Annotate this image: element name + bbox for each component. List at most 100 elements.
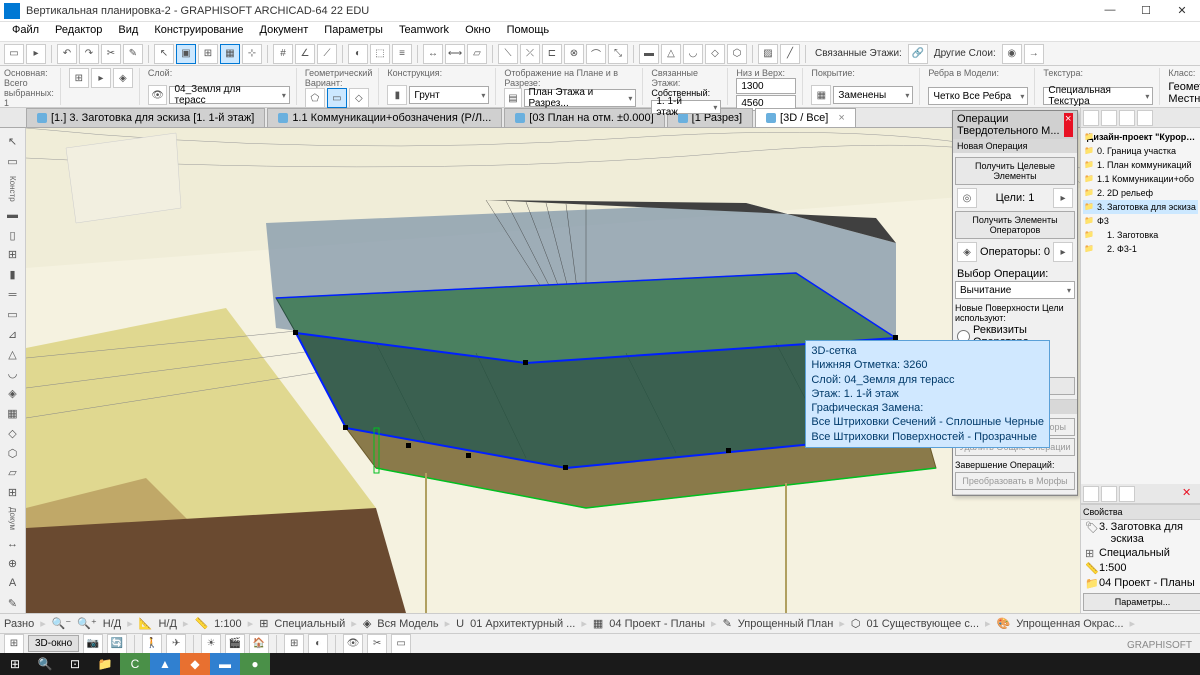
undo-icon[interactable]: ↶: [57, 44, 77, 64]
close-button[interactable]: ✕: [1168, 4, 1196, 17]
tree-item[interactable]: 1.1 Коммуникации+обо: [1083, 172, 1198, 186]
app-icon-1[interactable]: C: [120, 653, 150, 675]
nav-new-icon[interactable]: [1083, 486, 1099, 502]
intersect-icon[interactable]: ⊗: [564, 44, 584, 64]
tree-item[interactable]: 2. Ф3-1: [1083, 242, 1198, 256]
door-tool-icon[interactable]: ▯: [2, 226, 24, 244]
mesh-tool-icon[interactable]: ⊞: [2, 484, 24, 502]
taskview-icon[interactable]: ⊡: [60, 653, 90, 675]
marquee-icon[interactable]: ▣: [176, 44, 196, 64]
menu-window[interactable]: Окно: [457, 22, 499, 41]
status-scale[interactable]: 1:100: [214, 618, 242, 630]
menu-teamwork[interactable]: Teamwork: [391, 22, 457, 41]
level-tool-icon[interactable]: ⊕: [2, 555, 24, 573]
roof-tool-icon[interactable]: △: [2, 345, 24, 363]
dim-icon[interactable]: ⟷: [445, 44, 465, 64]
angle-icon[interactable]: ∠: [295, 44, 315, 64]
curtain-tool-icon[interactable]: ▦: [2, 405, 24, 423]
story-dropdown[interactable]: 1. 1-й этаж: [651, 100, 721, 114]
grid-snap-icon[interactable]: #: [273, 44, 293, 64]
tree-item[interactable]: 2. 2D рельеф: [1083, 186, 1198, 200]
camera-icon[interactable]: 📷: [83, 634, 103, 654]
skylight-tool-icon[interactable]: ◈: [2, 385, 24, 403]
grid-icon[interactable]: ▦: [220, 44, 240, 64]
tab-sketch[interactable]: [1.] 3. Заготовка для эскиза [1. 1-й эта…: [26, 108, 265, 127]
floorplan-icon[interactable]: ▤: [504, 88, 521, 108]
navigator-tree[interactable]: Дизайн-проект "Курортн... 0. Граница уча…: [1081, 128, 1200, 484]
new-op-header[interactable]: Новая Операция: [953, 139, 1077, 153]
line-icon[interactable]: ╱: [780, 44, 800, 64]
cut-icon[interactable]: ✂: [101, 44, 121, 64]
operation-dropdown[interactable]: Вычитание: [955, 281, 1075, 299]
text-tool-icon[interactable]: A: [2, 574, 24, 592]
object-tool-icon[interactable]: ⬡: [2, 444, 24, 462]
get-operators-button[interactable]: Получить Элементы Операторов: [955, 211, 1075, 239]
app-icon-2[interactable]: ▲: [150, 653, 180, 675]
tree-item-selected[interactable]: 3. Заготовка для эскиза: [1083, 200, 1198, 214]
tree-item[interactable]: 0. Граница участка: [1083, 144, 1198, 158]
menu-design[interactable]: Конструирование: [146, 22, 251, 41]
geom-poly-icon[interactable]: ⬠: [305, 88, 325, 108]
mod-icon[interactable]: ⬡: [727, 44, 747, 64]
cutaway-icon[interactable]: ✂: [367, 634, 387, 654]
explore-icon[interactable]: 👁: [343, 634, 363, 654]
zone-tool-icon[interactable]: ▱: [2, 464, 24, 482]
nav-layout-icon[interactable]: [1119, 110, 1135, 126]
panel-close-icon[interactable]: ×: [1064, 113, 1074, 137]
target-icon[interactable]: ◎: [957, 188, 977, 208]
wall-icon[interactable]: ▬: [639, 44, 659, 64]
measure-icon[interactable]: ↔: [423, 44, 443, 64]
operator-list-icon[interactable]: ▸: [1053, 242, 1073, 262]
guide-icon[interactable]: ⊹: [242, 44, 262, 64]
tree-item[interactable]: Ф3: [1083, 214, 1198, 228]
shell-icon[interactable]: ◡: [683, 44, 703, 64]
menu-help[interactable]: Помощь: [499, 22, 558, 41]
menu-edit[interactable]: Редактор: [47, 22, 110, 41]
wall-tool-icon[interactable]: ▬: [2, 206, 24, 224]
explorer-icon[interactable]: 📁: [90, 653, 120, 675]
app-icon-3[interactable]: ◆: [180, 653, 210, 675]
menu-view[interactable]: Вид: [110, 22, 146, 41]
ruler-icon[interactable]: ⟋: [317, 44, 337, 64]
arrow-tool-icon[interactable]: ↖: [2, 133, 24, 151]
nav-clone-icon[interactable]: [1101, 486, 1117, 502]
orbit-icon[interactable]: 🔄: [107, 634, 127, 654]
nav-close-icon[interactable]: ✕: [1182, 486, 1198, 502]
eye-icon[interactable]: 👁: [148, 85, 168, 105]
minimize-button[interactable]: —: [1096, 4, 1124, 17]
window-tool-icon[interactable]: ⊞: [2, 246, 24, 264]
split-icon[interactable]: ⤫: [520, 44, 540, 64]
app-icon-5[interactable]: ●: [240, 653, 270, 675]
roof-icon[interactable]: △: [661, 44, 681, 64]
tree-item[interactable]: 1. Заготовка: [1083, 228, 1198, 242]
walk-icon[interactable]: 🚶: [142, 634, 162, 654]
display-dropdown[interactable]: План Этажа и Разрез...: [524, 89, 637, 107]
mesh-icon[interactable]: ⊞: [69, 68, 89, 88]
morph-icon[interactable]: ◇: [705, 44, 725, 64]
app-icon-4[interactable]: ▬: [210, 653, 240, 675]
target-list-icon[interactable]: ▸: [1053, 188, 1073, 208]
status-razno[interactable]: Разно: [4, 618, 34, 630]
arrow-right-icon[interactable]: →: [1024, 44, 1044, 64]
marquee-tool-icon[interactable]: ▭: [2, 153, 24, 171]
layer-icon[interactable]: ≡: [392, 44, 412, 64]
snap-icon[interactable]: ⊞: [198, 44, 218, 64]
tree-root[interactable]: Дизайн-проект "Курортн...: [1083, 130, 1198, 144]
tab-plan[interactable]: [03 План на отм. ±0.000]: [504, 108, 664, 127]
fly-icon[interactable]: ✈: [166, 634, 186, 654]
mesh-settings-icon[interactable]: ▸: [91, 68, 111, 88]
nav-project-icon[interactable]: [1083, 110, 1099, 126]
new-icon[interactable]: ▭: [4, 44, 24, 64]
slab-tool-icon[interactable]: ▭: [2, 305, 24, 323]
tab-comm[interactable]: 1.1 Коммуникации+обозначения (Р/Л...: [267, 108, 502, 127]
dim-tool-icon[interactable]: ↔: [2, 535, 24, 553]
start-button[interactable]: ⊞: [0, 653, 30, 675]
redo-icon[interactable]: ↷: [79, 44, 99, 64]
area-icon[interactable]: ▱: [467, 44, 487, 64]
geom-rect-icon[interactable]: ▭: [327, 88, 347, 108]
texture-dropdown[interactable]: Специальная Текстура: [1043, 87, 1153, 105]
sel-link-icon[interactable]: 🔗: [908, 44, 928, 64]
construction-dropdown[interactable]: Грунт: [409, 86, 489, 104]
geom-rot-icon[interactable]: ◇: [349, 88, 369, 108]
layer-dropdown[interactable]: 04_Земля для терасс: [169, 86, 289, 104]
